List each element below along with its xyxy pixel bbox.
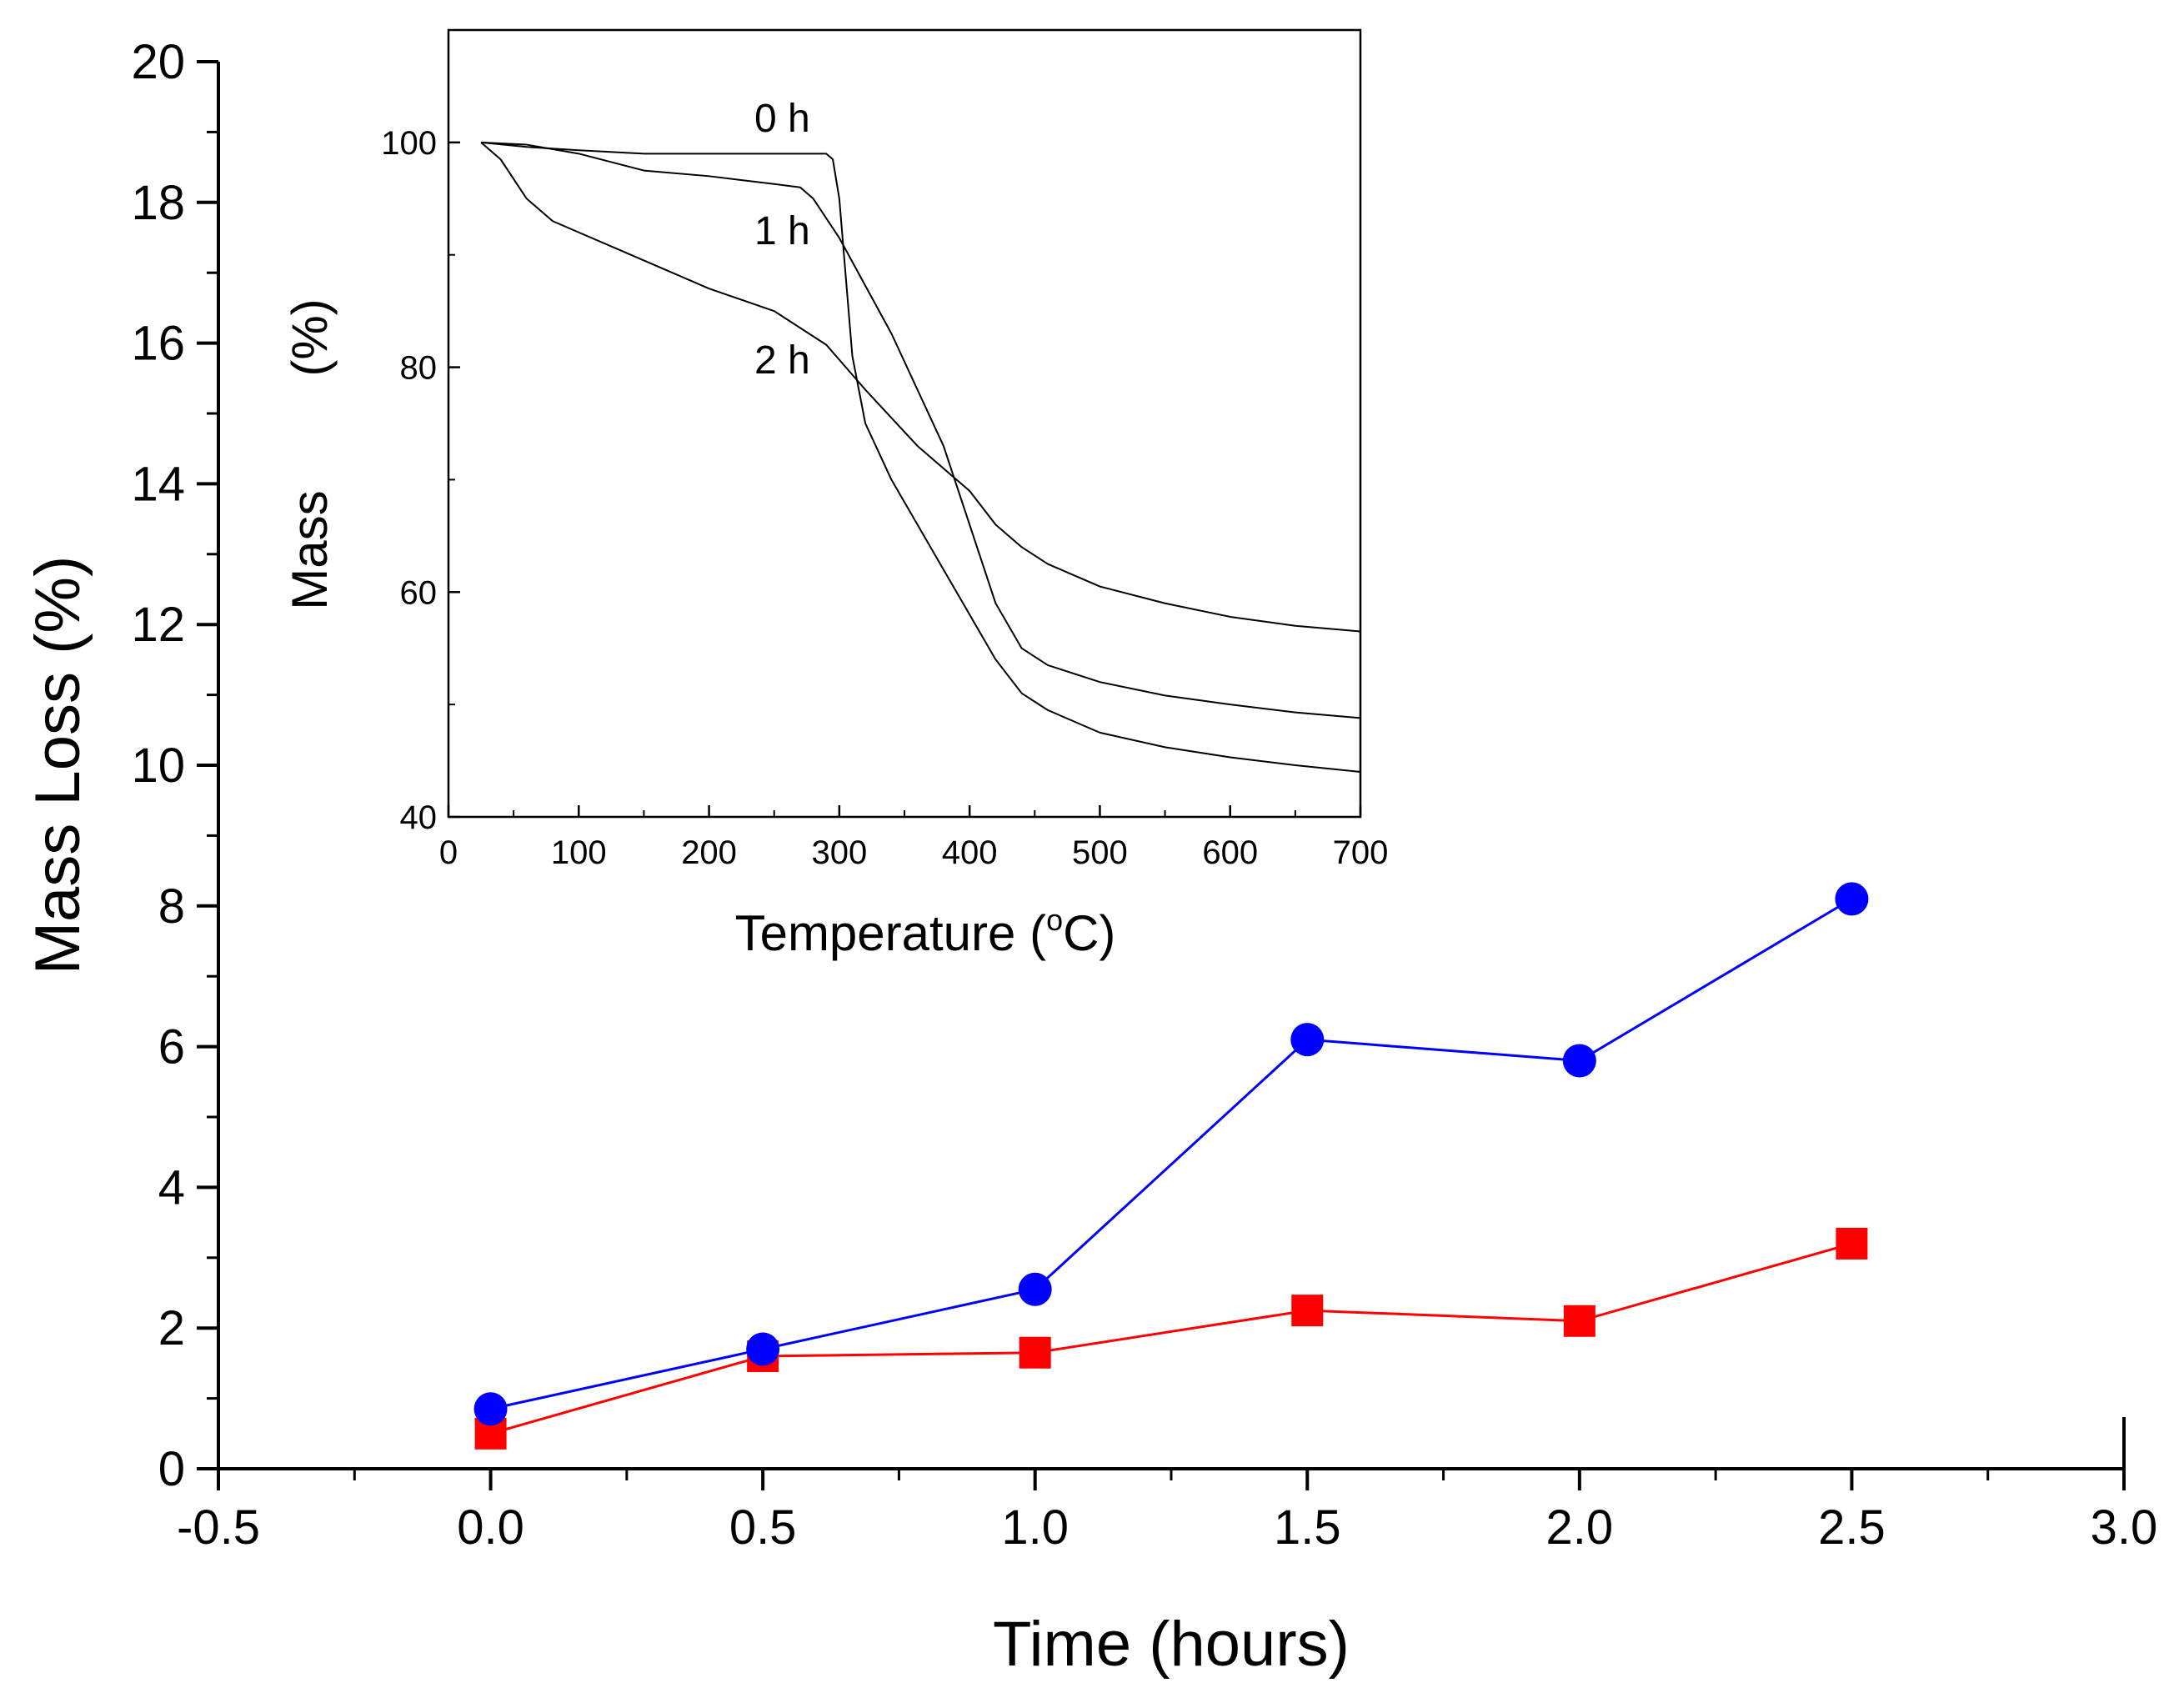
main-chart: -0.5 0.0 0.5 1.0 1.5 2.0 2.5 3.0 0 2 4 6 8 10 12 14 16 1…: [23, 35, 2157, 1680]
main-x-axis-label: Time (hours): [993, 1609, 1350, 1680]
main-series-line-blue: [490, 898, 1853, 1410]
main-x-tick-label: 0.0: [457, 1500, 524, 1555]
main-y-tick-label: 8: [158, 879, 185, 934]
main-y-tick-label: 12: [131, 598, 185, 652]
inset-x-tick-label: 400: [942, 834, 998, 871]
inset-y-axis-unit: (%): [282, 298, 338, 376]
inset-x-label-end: C): [1063, 905, 1115, 961]
inset-y-ticks: 40 60 80 100: [381, 125, 460, 836]
inset-x-tick-label: 500: [1072, 834, 1128, 871]
inset-y-tick-label: 100: [381, 125, 437, 162]
main-x-tick-label: 3.0: [2091, 1500, 2158, 1555]
inset-curve-0h: [480, 141, 1361, 774]
inset-x-ticks: 0 100 200 300 400 500 600 700: [439, 805, 1389, 871]
main-blue-circle-point: [1018, 1272, 1052, 1306]
main-series-line-red: [490, 1242, 1852, 1435]
main-x-tick-label: 2.0: [1546, 1500, 1614, 1555]
inset-x-tick-label: 0: [439, 834, 458, 871]
inset-x-tick-label: 200: [681, 834, 737, 871]
main-blue-circle-point: [1835, 882, 1869, 916]
main-blue-circle-point: [473, 1392, 508, 1426]
main-y-tick-label: 0: [158, 1442, 185, 1496]
inset-y-tick-label: 80: [400, 350, 438, 387]
main-x-tick-label: 1.5: [1274, 1500, 1341, 1555]
curve-label-2h: 2 h: [754, 338, 810, 383]
main-red-square-point: [1836, 1227, 1868, 1260]
inset-y-tick-label: 60: [400, 574, 438, 611]
inset-x-tick-label: 300: [811, 834, 867, 871]
inset-y-axis-label: Mass: [282, 490, 338, 609]
main-y-tick-label: 18: [131, 176, 185, 230]
main-series: [473, 882, 1869, 1450]
main-red-square-point: [1563, 1305, 1595, 1337]
main-x-tick-label: 0.5: [729, 1500, 797, 1555]
inset-y-tick-label: 40: [400, 799, 438, 836]
main-y-tick-label: 14: [131, 457, 185, 511]
main-y-tick-label: 2: [158, 1301, 185, 1355]
main-blue-circle-point: [746, 1332, 780, 1366]
main-blue-circle-point: [1562, 1044, 1596, 1078]
main-y-ticks: 0 2 4 6 8 10 12 14 16 18 20: [131, 35, 218, 1496]
inset-x-label-degree: o: [1046, 903, 1063, 937]
main-red-square-point: [1019, 1336, 1051, 1369]
main-y-tick-label: 4: [158, 1160, 185, 1215]
main-x-tick-label: -0.5: [177, 1500, 260, 1555]
main-red-square-point: [1291, 1295, 1324, 1327]
main-y-axis-label: Mass Loss (%): [23, 556, 93, 975]
inset-curve-2h: [480, 142, 1361, 633]
inset-x-axis-label: Temperature (oC): [735, 903, 1116, 961]
curve-label-0h: 0 h: [754, 97, 810, 141]
main-y-tick-label: 10: [131, 739, 185, 793]
main-y-tick-label: 20: [131, 35, 185, 89]
inset-x-tick-label: 100: [551, 834, 607, 871]
inset-x-label-main: Temperature (: [735, 905, 1046, 961]
inset-series: [480, 141, 1361, 774]
inset-x-tick-label: 600: [1202, 834, 1258, 871]
main-y-tick-label: 16: [131, 317, 185, 371]
main-x-tick-label: 2.5: [1818, 1500, 1886, 1555]
main-x-tick-label: 1.0: [1001, 1500, 1069, 1555]
main-y-tick-label: 6: [158, 1020, 185, 1074]
main-blue-circle-point: [1290, 1023, 1325, 1057]
curve-label-1h: 1 h: [754, 209, 810, 253]
inset-curve-1h: [481, 141, 1361, 719]
inset-x-tick-label: 700: [1333, 834, 1389, 871]
inset-frame: [447, 28, 1362, 819]
inset-chart: 0 100 200 300 400 500 600 700 40 60 80 100 0 h 1 h…: [282, 28, 1389, 961]
main-x-ticks: -0.5 0.0 0.5 1.0 1.5 2.0 2.5 3.0: [177, 1469, 2157, 1555]
